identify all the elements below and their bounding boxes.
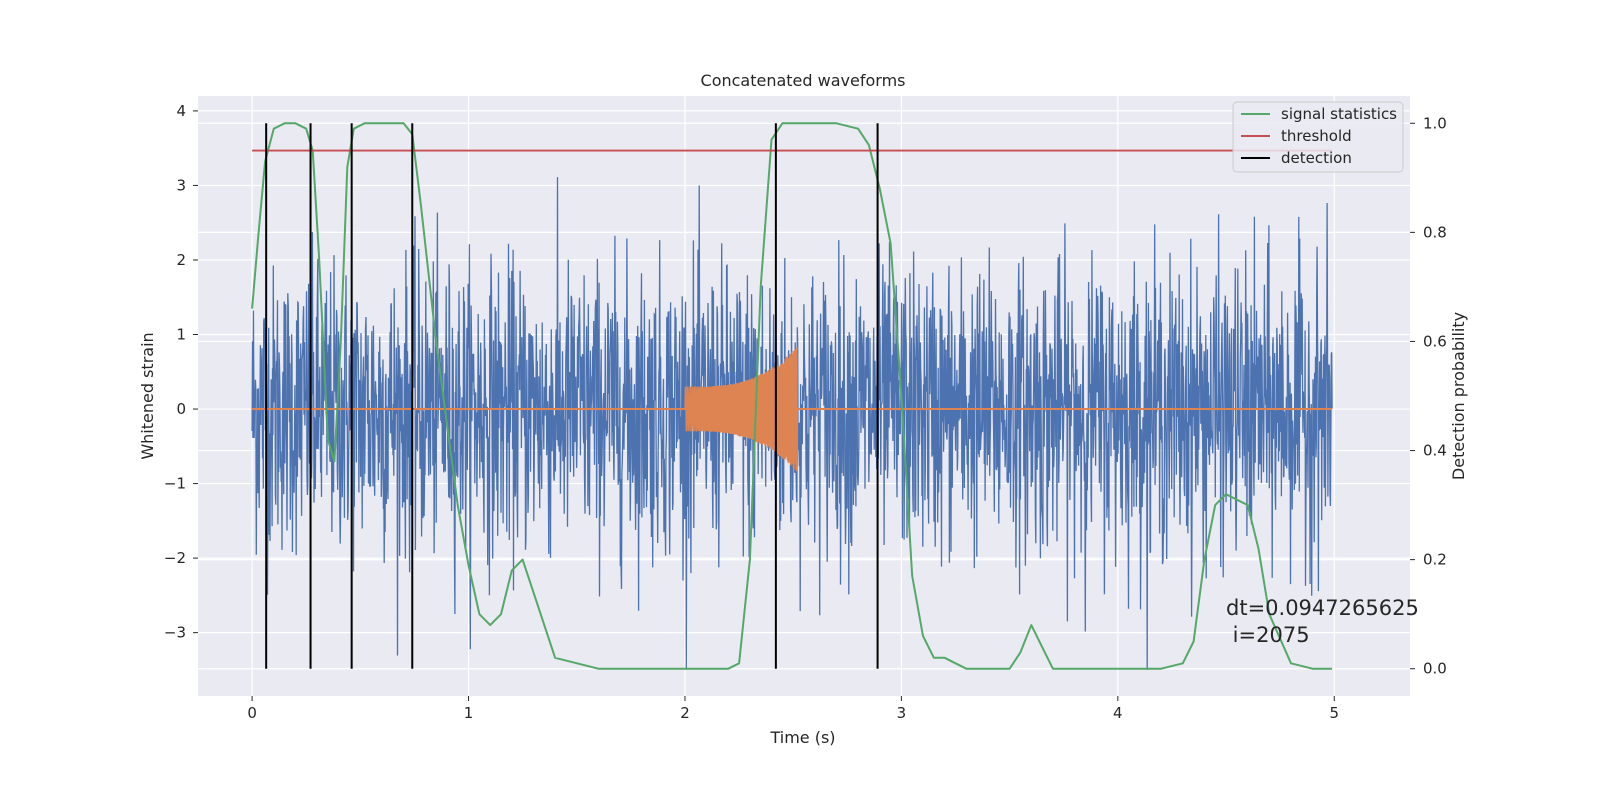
x-tick-label: 1 [464,704,474,722]
x-axis-label: Time (s) [769,728,835,747]
x-tick-label: 5 [1329,704,1339,722]
y2-tick-label: 0.0 [1423,660,1447,678]
axis-ticks: 0 1 2 3 4 5 4 3 2 1 0 −1 −2 −3 1.0 0.8 0.6 0.4 0.2 0.0 [164,102,1447,722]
injection-chirp-line [684,347,799,472]
x-tick-label: 3 [897,704,907,722]
signal-statistics-line [251,122,1333,670]
y-tick-label: 1 [176,326,186,344]
y2-tick-label: 1.0 [1423,114,1447,132]
legend-label-signal-statistics: signal statistics [1281,105,1397,123]
y-tick-label: −2 [164,549,186,567]
y-tick-label: 3 [176,176,186,194]
y-tick-label: −3 [164,624,186,642]
annotation: dt=0.0947265625 i=2075 [1226,596,1419,647]
y-tick-label: −1 [164,475,186,493]
y2-tick-label: 0.8 [1423,223,1447,241]
y-tick-label: 0 [176,400,186,418]
y2-tick-label: 0.2 [1423,551,1447,569]
x-tick-label: 0 [247,704,257,722]
signal-statistics-series [251,122,1333,670]
legend: signal statistics threshold detection [1232,101,1404,173]
legend-label-threshold: threshold [1281,127,1352,145]
injection-series [252,347,1333,472]
annotation-line-2: i=2075 [1226,623,1310,647]
detection-series [265,123,879,669]
legend-label-detection: detection [1281,149,1352,167]
y2-tick-label: 0.6 [1423,332,1447,350]
y-tick-label: 4 [176,102,186,120]
x-tick-label: 4 [1113,704,1123,722]
y-axis-label: Whitened strain [138,332,157,459]
chart-title: Concatenated waveforms [701,71,906,90]
x-tick-label: 2 [680,704,690,722]
y2-axis-label: Detection probability [1449,312,1468,480]
legend-box [1232,101,1404,173]
annotation-line-1: dt=0.0947265625 [1226,596,1419,620]
y-tick-label: 2 [176,251,186,269]
y2-tick-label: 0.4 [1423,442,1447,460]
